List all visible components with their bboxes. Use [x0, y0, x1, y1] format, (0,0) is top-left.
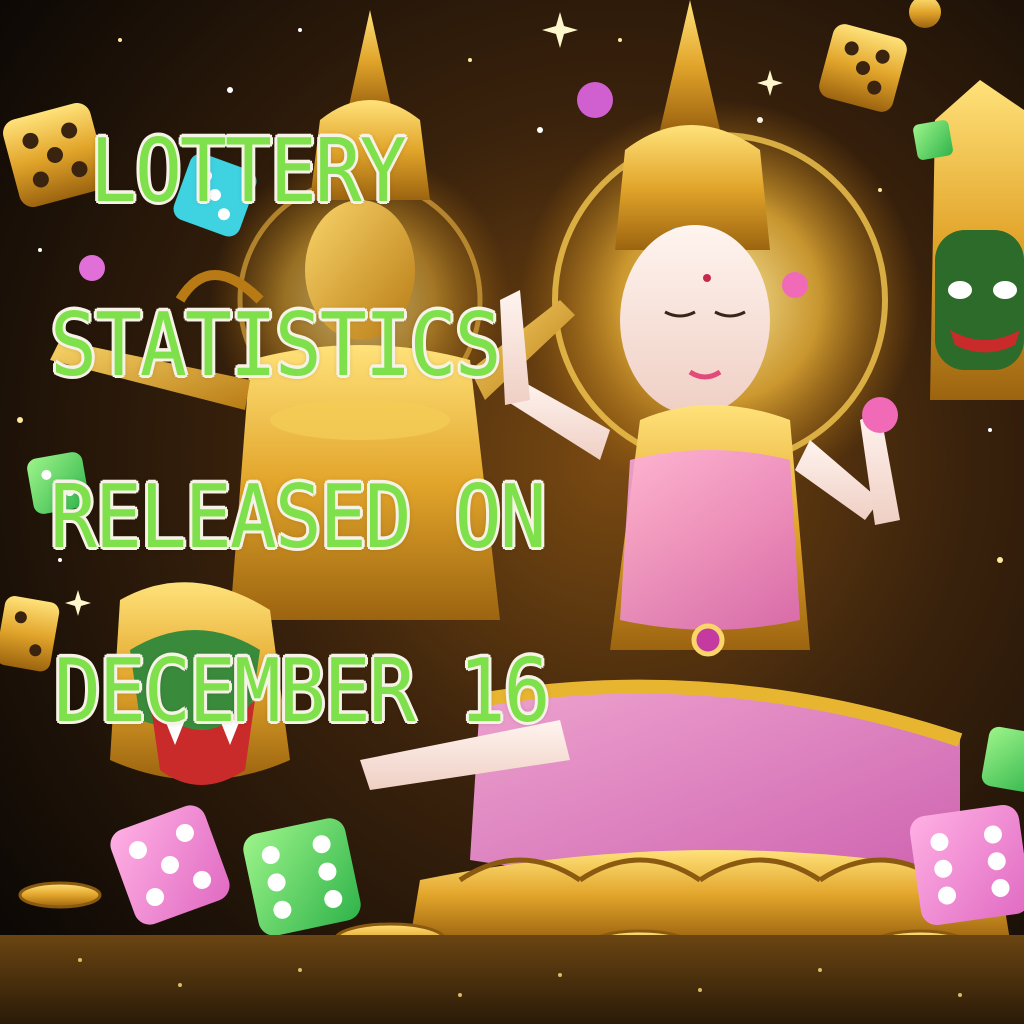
dice [0, 24, 1024, 936]
demon-mask-left [110, 582, 290, 785]
demon-mask-right [930, 80, 1024, 400]
glitter-floor [0, 935, 1024, 1024]
floor-glitter [78, 958, 962, 997]
lotus-base [410, 850, 1010, 940]
goddess-figure [360, 0, 963, 887]
golden-deity-figure [50, 10, 575, 620]
